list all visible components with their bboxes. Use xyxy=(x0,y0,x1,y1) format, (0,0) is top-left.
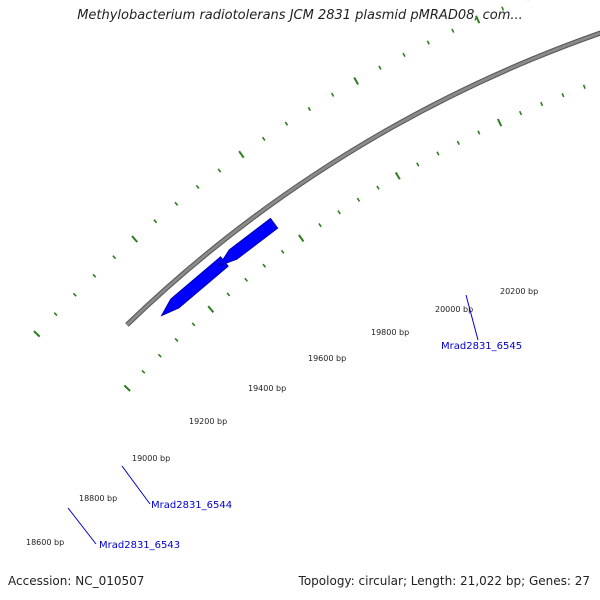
tick-mark xyxy=(416,162,420,167)
tick-mark xyxy=(353,77,359,85)
tick-mark xyxy=(280,249,285,254)
tick-mark xyxy=(238,150,245,159)
tick-mark xyxy=(226,292,231,297)
tick-mark xyxy=(451,28,455,33)
tick-label-19000: 19000 bp xyxy=(132,454,170,463)
gene-label-leader xyxy=(121,465,151,505)
tick-mark xyxy=(394,171,401,180)
tick-mark xyxy=(207,305,215,313)
tick-mark xyxy=(426,40,430,45)
tick-mark xyxy=(378,65,382,70)
tick-mark xyxy=(174,337,179,342)
tick-mark xyxy=(318,223,322,228)
tick-mark xyxy=(72,292,77,297)
outer-tick-ring xyxy=(33,0,529,338)
tick-mark xyxy=(112,255,117,260)
tick-label-18800: 18800 bp xyxy=(79,494,117,503)
tick-mark xyxy=(92,273,97,278)
tick-mark xyxy=(475,15,481,24)
tick-mark xyxy=(518,110,523,116)
tick-mark xyxy=(157,353,162,358)
tick-label-19800: 19800 bp xyxy=(371,328,409,337)
tick-mark xyxy=(244,277,249,282)
topology-summary-text: Topology: circular; Length: 21,022 bp; G… xyxy=(298,574,590,588)
tick-mark xyxy=(402,52,406,58)
gene-label-mrad2831-6545[interactable]: Mrad2831_6545 xyxy=(441,341,522,352)
tick-mark xyxy=(262,263,267,268)
tick-label-20000: 20000 bp xyxy=(435,305,473,314)
tick-label-18600: 18600 bp xyxy=(26,538,64,547)
tick-mark xyxy=(436,151,440,156)
tick-mark xyxy=(284,121,289,126)
gene-label-mrad2831-6543[interactable]: Mrad2831_6543 xyxy=(99,540,180,551)
tick-mark xyxy=(540,101,544,107)
tick-mark xyxy=(456,140,460,145)
plasmid-backbone xyxy=(125,31,600,326)
gene-label-leader xyxy=(465,294,479,341)
tick-mark xyxy=(195,184,200,190)
tick-mark xyxy=(191,322,196,327)
map-title: Methylobacterium radiotolerans JCM 2831 … xyxy=(77,8,523,23)
gene-arrow-mrad2831-6544[interactable] xyxy=(217,217,279,267)
tick-label-19400: 19400 bp xyxy=(248,384,286,393)
tick-mark xyxy=(337,210,341,215)
tick-mark xyxy=(217,168,222,173)
gene-label-mrad2831-6544[interactable]: Mrad2831_6544 xyxy=(151,500,232,511)
tick-mark xyxy=(582,84,586,89)
tick-mark xyxy=(33,330,41,338)
tick-label-19600: 19600 bp xyxy=(308,354,346,363)
tick-mark xyxy=(298,234,305,243)
tick-mark xyxy=(376,185,380,190)
tick-mark xyxy=(141,369,146,374)
tick-label-20200: 20200 bp xyxy=(500,287,538,296)
tick-mark xyxy=(174,201,179,206)
tick-mark xyxy=(53,312,58,317)
tick-mark xyxy=(501,6,505,11)
tick-mark xyxy=(330,92,335,97)
tick-mark xyxy=(153,219,158,224)
gene-label-leader xyxy=(67,507,97,545)
tick-mark xyxy=(496,118,503,127)
tick-mark xyxy=(561,92,565,98)
tick-mark xyxy=(131,235,138,243)
tick-mark xyxy=(356,197,361,202)
tick-mark xyxy=(123,384,131,392)
tick-mark xyxy=(307,106,312,112)
tick-mark xyxy=(477,130,481,135)
tick-mark xyxy=(261,136,266,141)
tick-label-19200: 19200 bp xyxy=(189,417,227,426)
accession-text: Accession: NC_010507 xyxy=(8,574,145,588)
inner-tick-ring xyxy=(123,84,586,392)
